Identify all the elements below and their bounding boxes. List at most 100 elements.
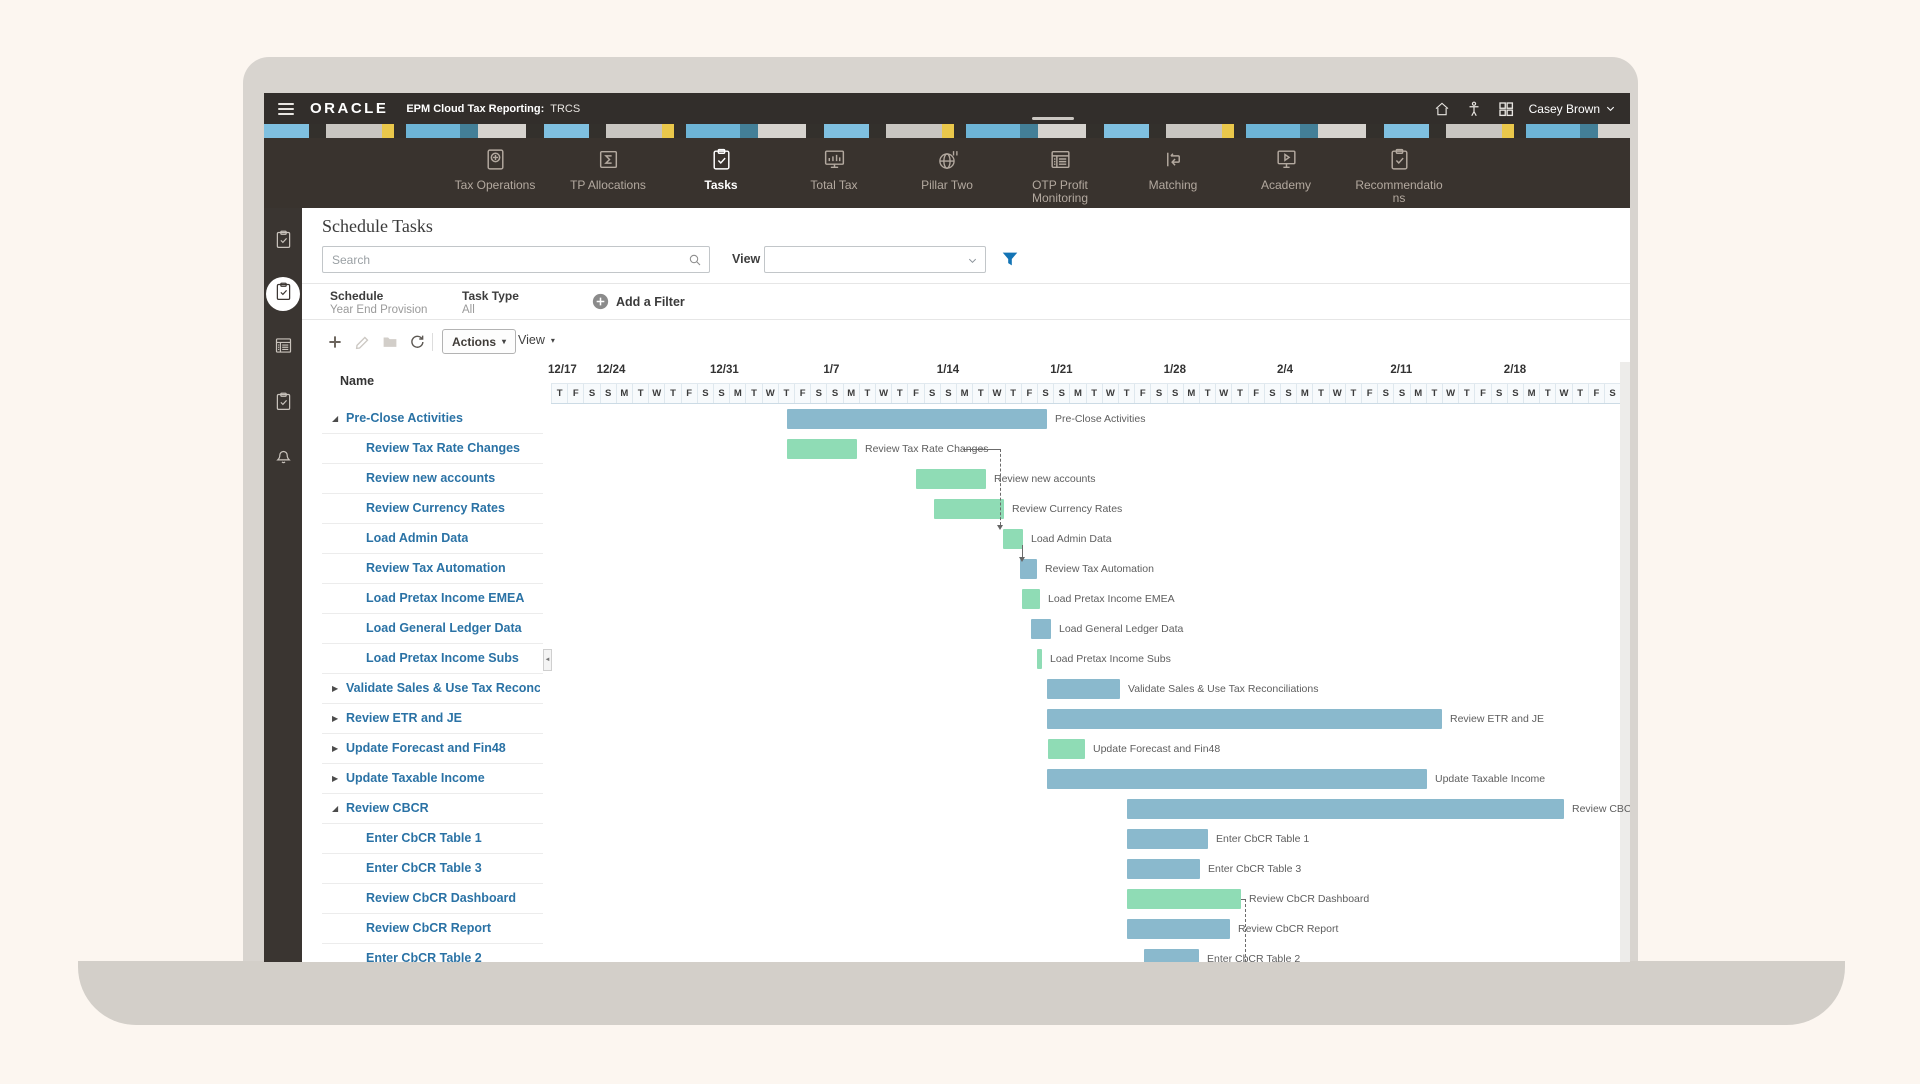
- task-link-load-pretax-income-subs[interactable]: Load Pretax Income Subs: [366, 651, 519, 665]
- gantt-bar-load-pretax-income-emea[interactable]: [1022, 589, 1040, 609]
- day-cell: T: [745, 384, 761, 403]
- day-cell: T: [777, 384, 794, 403]
- gantt-bar-update-taxable-income[interactable]: [1047, 769, 1427, 789]
- user-menu[interactable]: Casey Brown: [1529, 102, 1616, 116]
- task-link-enter-cbcr-table-2[interactable]: Enter CbCR Table 2: [366, 951, 482, 962]
- gantt-bar-update-forecast-and-fin48[interactable]: [1048, 739, 1085, 759]
- task-link-review-cbcr[interactable]: Review CBCR: [346, 801, 429, 815]
- home-icon[interactable]: [1433, 100, 1451, 118]
- drag-handle[interactable]: [1032, 117, 1074, 120]
- task-link-review-currency-rates[interactable]: Review Currency Rates: [366, 501, 505, 515]
- expand-icon[interactable]: ▶: [332, 684, 339, 693]
- gantt-bar-load-general-ledger-data[interactable]: [1031, 619, 1051, 639]
- task-link-update-taxable-income[interactable]: Update Taxable Income: [346, 771, 485, 785]
- tab-academy[interactable]: Academy: [1230, 138, 1343, 208]
- day-cell: W: [1442, 384, 1458, 403]
- day-cell: T: [1118, 384, 1134, 403]
- bell-icon: [273, 445, 294, 471]
- edit-pencil-icon[interactable]: [352, 331, 374, 353]
- day-cell: W: [648, 384, 664, 403]
- gantt-bar-enter-cbcr-table-1[interactable]: [1127, 829, 1208, 849]
- task-link-enter-cbcr-table-3[interactable]: Enter CbCR Table 3: [366, 861, 482, 875]
- task-row: ▶ Update Forecast and Fin48: [322, 734, 543, 764]
- gantt-bar-review-cbcr[interactable]: [1127, 799, 1564, 819]
- rail-item-5[interactable]: [264, 439, 302, 477]
- connector-arrow: [997, 525, 1003, 530]
- expand-icon[interactable]: ▶: [332, 714, 339, 723]
- view-dropdown[interactable]: [764, 246, 986, 273]
- day-cell: W: [1101, 384, 1118, 403]
- gantt-bar-load-pretax-income-subs[interactable]: [1037, 649, 1042, 669]
- rail-item-1[interactable]: [264, 223, 302, 261]
- refresh-icon[interactable]: [406, 331, 428, 353]
- task-link-update-forecast-and-fin48[interactable]: Update Forecast and Fin48: [346, 741, 506, 755]
- task-link-load-pretax-income-emea[interactable]: Load Pretax Income EMEA: [366, 591, 525, 605]
- filter-funnel-icon[interactable]: [1000, 249, 1020, 269]
- task-link-pre-close-activities[interactable]: Pre-Close Activities: [346, 411, 463, 425]
- tab-tasks[interactable]: Tasks: [665, 138, 778, 208]
- column-splitter-handle[interactable]: ◄: [543, 649, 552, 671]
- rail-item-2[interactable]: [264, 275, 302, 313]
- collapse-icon[interactable]: ◢: [332, 414, 339, 423]
- search-input[interactable]: [323, 247, 709, 272]
- task-type-filter-value[interactable]: All: [462, 304, 475, 316]
- actions-button[interactable]: Actions ▾: [442, 329, 517, 354]
- gantt-bar-review-tax-rate-changes[interactable]: [787, 439, 857, 459]
- gantt-bar-review-cbcr-report[interactable]: [1127, 919, 1230, 939]
- gantt-bar-label: Enter CbCR Table 2: [1207, 953, 1301, 962]
- task-row: Enter CbCR Table 1: [322, 824, 543, 854]
- tab-otp-profit-monitoring[interactable]: OTP Profit Monitoring: [1004, 138, 1117, 208]
- rail-item-4[interactable]: [264, 385, 302, 423]
- gantt-bar-load-admin-data[interactable]: [1003, 529, 1023, 549]
- tab-tp-allocations[interactable]: TP Allocations: [552, 138, 665, 208]
- oracle-logo: ORACLE: [310, 100, 389, 117]
- task-link-review-cbcr-dashboard[interactable]: Review CbCR Dashboard: [366, 891, 517, 905]
- expand-icon[interactable]: ▶: [332, 774, 339, 783]
- schedule-filter-value[interactable]: Year End Provision: [330, 304, 428, 316]
- tab-tax-operations[interactable]: Tax Operations: [439, 138, 552, 208]
- gantt-bar-review-new-accounts[interactable]: [916, 469, 986, 489]
- day-cell: W: [761, 384, 778, 403]
- gantt-bar-pre-close-activities[interactable]: [787, 409, 1047, 429]
- tab-matching[interactable]: Matching: [1117, 138, 1230, 208]
- add-task-button[interactable]: [324, 331, 346, 353]
- day-cell: S: [1506, 384, 1523, 403]
- tab-pillar-two[interactable]: Pillar Two: [891, 138, 1004, 208]
- tab-recommendations[interactable]: Recommendatio ns: [1343, 138, 1456, 208]
- collapse-icon[interactable]: ◢: [332, 804, 339, 813]
- add-filter-button[interactable]: Add a Filter: [592, 293, 685, 310]
- tab-total-tax[interactable]: Total Tax: [778, 138, 891, 208]
- task-link-enter-cbcr-table-1[interactable]: Enter CbCR Table 1: [366, 831, 482, 845]
- task-link-review-new-accounts[interactable]: Review new accounts: [366, 471, 496, 485]
- week-label: 2/11: [1390, 364, 1413, 376]
- task-row: Enter CbCR Table 2: [322, 944, 543, 962]
- monitor-play-icon: [1230, 145, 1343, 173]
- folder-icon[interactable]: [379, 331, 401, 353]
- day-cell: F: [1020, 384, 1037, 403]
- task-link-load-general-ledger-data[interactable]: Load General Ledger Data: [366, 621, 522, 635]
- day-cell: T: [1344, 384, 1361, 403]
- accessibility-person-icon[interactable]: [1465, 100, 1483, 118]
- task-link-review-tax-automation[interactable]: Review Tax Automation: [366, 561, 506, 575]
- hamburger-menu-icon[interactable]: [278, 102, 294, 115]
- task-link-validate-sales-use-tax-reconciliations[interactable]: Validate Sales & Use Tax Reconciliations: [346, 681, 540, 695]
- gantt-bar-review-cbcr-dashboard[interactable]: [1127, 889, 1241, 909]
- day-cell: W: [1555, 384, 1571, 403]
- gantt-bar-enter-cbcr-table-3[interactable]: [1127, 859, 1200, 879]
- gantt-bar-review-tax-automation[interactable]: [1020, 559, 1037, 579]
- task-link-review-etr-and-je[interactable]: Review ETR and JE: [346, 711, 463, 725]
- rail-item-3[interactable]: [264, 329, 302, 367]
- expand-icon[interactable]: ▶: [332, 744, 339, 753]
- app-grid-icon[interactable]: [1497, 100, 1515, 118]
- view-menu-button[interactable]: View ▾: [518, 333, 555, 347]
- day-cell: F: [794, 384, 810, 403]
- day-cell: M: [842, 384, 859, 403]
- gantt-bar-enter-cbcr-table-2[interactable]: [1144, 949, 1199, 962]
- gantt-bar-review-etr-and-je[interactable]: [1047, 709, 1442, 729]
- task-link-review-cbcr-report[interactable]: Review CbCR Report: [366, 921, 492, 935]
- task-link-load-admin-data[interactable]: Load Admin Data: [366, 531, 469, 545]
- task-link-review-tax-rate-changes[interactable]: Review Tax Rate Changes: [366, 441, 520, 455]
- gantt-bar-validate-sales-use-tax-reconciliations[interactable]: [1047, 679, 1120, 699]
- gantt-bar-label: Review CbCR Report: [1238, 923, 1339, 935]
- gantt-bar-review-currency-rates[interactable]: [934, 499, 1004, 519]
